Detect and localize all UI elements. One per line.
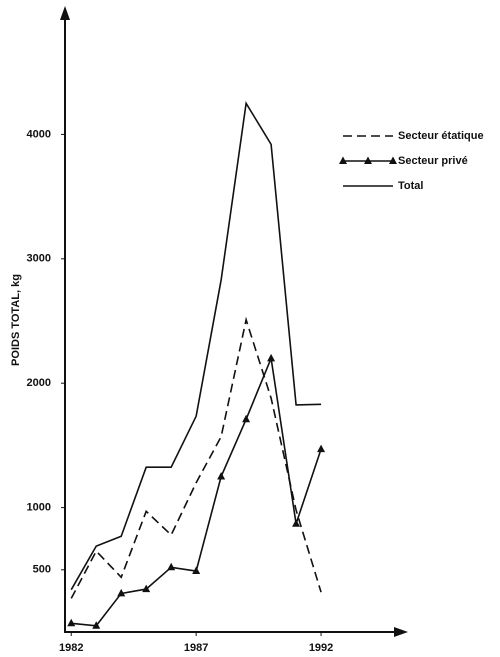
series-line	[71, 355, 322, 627]
x-axis-arrow	[394, 627, 408, 637]
point-marker	[317, 444, 326, 453]
point-marker	[192, 566, 201, 575]
y-tick-label: 2000	[27, 377, 51, 389]
point-marker	[292, 519, 301, 527]
y-axis-arrow	[60, 6, 70, 20]
x-tick-label: 1992	[309, 642, 333, 654]
y-tick-label: 500	[33, 564, 51, 576]
point-marker	[117, 588, 126, 597]
series-line	[70, 316, 322, 599]
point-marker	[92, 621, 101, 629]
point-marker	[267, 353, 276, 362]
y-axis-label: POIDS TOTAL, kg	[10, 274, 22, 366]
x-tick-label: 1987	[184, 642, 208, 654]
legend-marker	[364, 156, 372, 164]
legend-marker	[389, 156, 397, 164]
y-tick-label: 3000	[27, 253, 51, 265]
y-tick-label: 1000	[27, 502, 51, 514]
point-marker	[142, 584, 151, 593]
point-marker	[67, 618, 76, 627]
point-marker	[217, 472, 226, 480]
x-tick-label: 1982	[59, 642, 83, 654]
point-marker	[167, 562, 176, 571]
y-tick-label: 4000	[27, 128, 51, 140]
legend-label: Secteur étatique	[398, 130, 484, 142]
legend-label: Secteur privé	[398, 155, 468, 167]
point-marker	[242, 414, 251, 423]
legend-marker	[339, 156, 347, 164]
series-line	[70, 100, 322, 591]
legend-label: Total	[398, 180, 423, 192]
